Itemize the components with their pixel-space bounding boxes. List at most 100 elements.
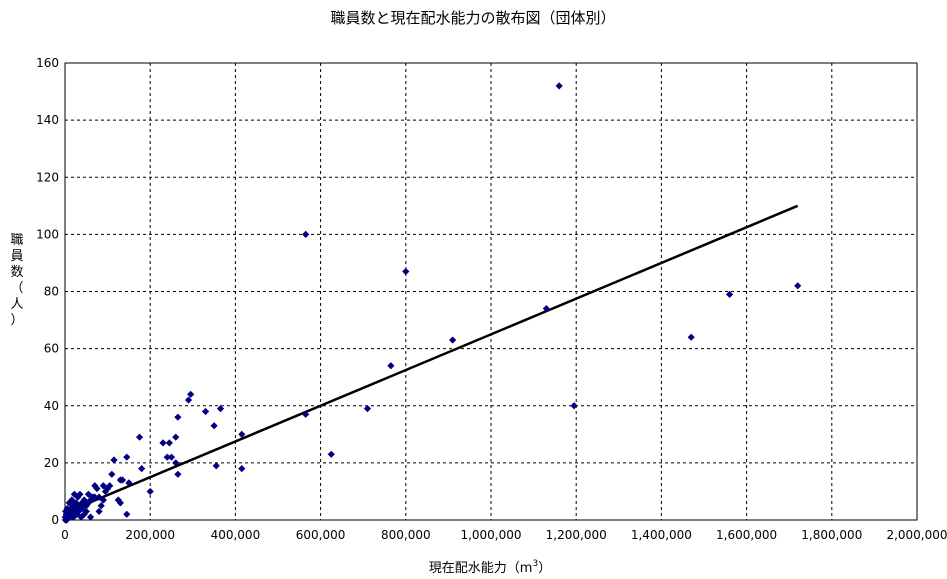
data-point xyxy=(201,407,210,416)
data-point xyxy=(123,510,131,518)
data-point xyxy=(95,493,103,501)
data-point xyxy=(387,362,395,370)
data-point xyxy=(78,499,86,507)
data-point xyxy=(91,482,99,490)
data-point xyxy=(167,453,176,461)
data-point xyxy=(110,456,118,464)
y-tick-label: 160 xyxy=(36,56,59,70)
chart-title: 職員数と現在配水能力の散布図（団体別） xyxy=(330,9,615,27)
x-tick-label: 1,400,000 xyxy=(631,528,692,542)
trend-line xyxy=(64,204,799,515)
data-point xyxy=(75,507,83,516)
y-tick-label: 20 xyxy=(44,456,59,470)
data-point xyxy=(80,496,88,504)
y-tick-label: 60 xyxy=(44,342,59,356)
y-axis-label-char: 職 xyxy=(10,233,23,248)
x-tick-label: 1,200,000 xyxy=(546,528,607,542)
data-point xyxy=(174,470,182,478)
data-point xyxy=(70,490,78,498)
plot-area-frame xyxy=(64,62,918,521)
x-tick-label: 0 xyxy=(61,528,69,542)
x-tick-label: 800,000 xyxy=(381,528,431,542)
data-point xyxy=(302,410,310,418)
data-point xyxy=(159,439,167,447)
data-point xyxy=(725,290,734,298)
x-axis-label-superscript: 3 xyxy=(532,559,538,569)
data-point xyxy=(172,459,180,467)
y-axis-label-char: 員 xyxy=(10,249,23,264)
data-point xyxy=(238,464,246,473)
y-axis-label-char: ） xyxy=(10,313,23,328)
data-point xyxy=(363,405,372,413)
y-tick-label: 80 xyxy=(44,285,59,299)
data-point xyxy=(187,390,195,398)
data-point xyxy=(327,450,335,458)
grid-lines xyxy=(65,63,917,520)
data-point xyxy=(97,502,105,510)
x-axis-label: 現在配水能力（m3） xyxy=(429,559,551,576)
data-point xyxy=(146,487,154,496)
x-tick-label: 400,000 xyxy=(211,528,261,542)
data-point xyxy=(216,405,225,413)
data-point xyxy=(238,430,246,438)
data-point xyxy=(184,396,193,404)
data-point xyxy=(165,439,173,447)
y-axis-label-char: 人 xyxy=(10,297,23,312)
data-point xyxy=(74,493,82,501)
data-point xyxy=(542,305,550,313)
data-point xyxy=(174,413,182,421)
data-point xyxy=(82,507,90,516)
y-axis-label-char: 数 xyxy=(10,265,23,280)
x-tick-label: 2,000,000 xyxy=(886,528,947,542)
data-point xyxy=(794,282,802,290)
data-point xyxy=(138,464,146,473)
data-point xyxy=(210,422,218,430)
data-point xyxy=(125,479,133,487)
data-point xyxy=(212,462,220,470)
data-point xyxy=(101,487,110,496)
data-point xyxy=(402,267,410,276)
x-tick-label: 200,000 xyxy=(125,528,175,542)
data-point xyxy=(65,507,73,516)
y-tick-label: 140 xyxy=(36,113,59,127)
data-point xyxy=(86,513,95,521)
x-axis-label-close: ） xyxy=(538,561,551,576)
data-point xyxy=(163,453,171,461)
data-point xyxy=(86,496,95,504)
data-point xyxy=(84,490,93,498)
y-tick-label: 0 xyxy=(51,513,59,527)
data-point xyxy=(95,507,103,516)
y-axis-label-char: （ xyxy=(10,281,23,296)
data-point xyxy=(80,510,88,518)
data-point xyxy=(687,333,695,341)
data-point xyxy=(172,433,180,441)
data-point xyxy=(65,499,73,507)
y-tick-label: 120 xyxy=(36,170,59,184)
data-point xyxy=(116,476,124,484)
data-point xyxy=(89,493,97,501)
x-tick-labels: 0 200,000 400,000 600,000 800,000 1,000,000 1,… xyxy=(61,528,947,542)
data-point xyxy=(449,336,457,344)
data-point xyxy=(61,513,69,521)
y-tick-label: 100 xyxy=(36,227,59,241)
x-tick-label: 1,600,000 xyxy=(716,528,777,542)
y-tick-labels: 0 20 40 60 80 100 120 140 160 xyxy=(36,56,59,527)
data-point xyxy=(68,496,76,504)
x-tick-label: 1,800,000 xyxy=(801,528,862,542)
x-axis-label-main: 現在配水能力（m xyxy=(429,561,533,576)
x-tick-label: 600,000 xyxy=(296,528,346,542)
data-point xyxy=(99,496,107,504)
data-point xyxy=(106,482,114,490)
data-point xyxy=(570,402,578,410)
data-points xyxy=(61,82,802,524)
data-point xyxy=(555,82,563,90)
data-point xyxy=(302,230,310,238)
data-point xyxy=(114,496,122,504)
data-point xyxy=(123,453,131,461)
data-point xyxy=(99,482,107,490)
data-point xyxy=(135,433,144,441)
y-tick-label: 40 xyxy=(44,399,59,413)
y-axis-label: 職員数（人） xyxy=(10,233,23,328)
data-point xyxy=(62,507,70,516)
